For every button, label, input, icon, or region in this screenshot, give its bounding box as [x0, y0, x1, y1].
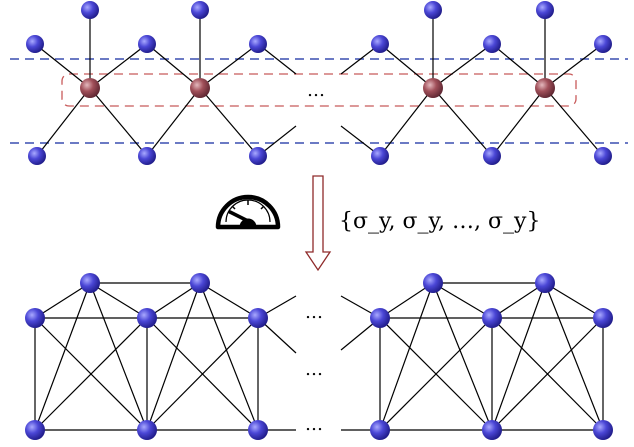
- bottom-ellipsis-mid: …: [305, 359, 323, 380]
- red-node: [190, 78, 210, 98]
- bottom-ellipsis-bottom: …: [305, 414, 323, 435]
- bottom-ellipsis-top: …: [305, 302, 323, 323]
- node: [249, 147, 267, 165]
- node: [593, 420, 613, 440]
- red-node: [80, 78, 100, 98]
- node: [594, 147, 612, 165]
- node: [482, 308, 502, 328]
- node: [536, 1, 554, 19]
- bottom-blue-nodes: [25, 273, 613, 440]
- top-blue-nodes: [26, 1, 612, 165]
- node: [25, 420, 45, 440]
- node: [137, 308, 157, 328]
- red-node: [423, 78, 443, 98]
- measurement-label: {σ_y, σ_y, …, σ_y}: [339, 209, 540, 234]
- node: [26, 35, 44, 53]
- red-node: [535, 78, 555, 98]
- node: [483, 147, 501, 165]
- bottom-bonds: [34, 282, 604, 431]
- node: [248, 308, 268, 328]
- node: [371, 147, 389, 165]
- node: [191, 1, 209, 19]
- node: [594, 35, 612, 53]
- down-arrow-icon: [304, 175, 332, 272]
- node: [371, 35, 389, 53]
- node: [248, 420, 268, 440]
- node: [138, 35, 156, 53]
- node: [370, 420, 390, 440]
- top-red-nodes: [80, 78, 555, 98]
- node: [25, 308, 45, 328]
- node: [370, 308, 390, 328]
- node: [535, 273, 555, 293]
- gauge-meter-icon: [215, 194, 281, 230]
- node: [424, 1, 442, 19]
- node: [137, 420, 157, 440]
- node: [483, 35, 501, 53]
- node: [81, 1, 99, 19]
- node: [482, 420, 502, 440]
- node: [190, 273, 210, 293]
- node: [249, 35, 267, 53]
- node: [80, 273, 100, 293]
- node: [138, 147, 156, 165]
- node: [593, 308, 613, 328]
- node: [423, 273, 443, 293]
- top-ellipsis: …: [307, 80, 325, 101]
- node: [28, 147, 46, 165]
